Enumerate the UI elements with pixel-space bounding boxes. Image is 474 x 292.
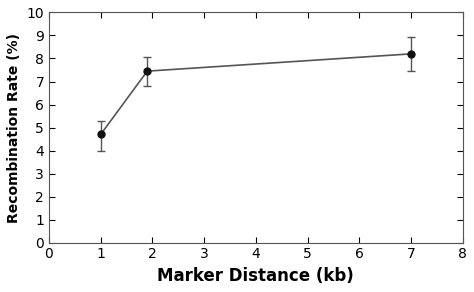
X-axis label: Marker Distance (kb): Marker Distance (kb)	[157, 267, 354, 285]
Y-axis label: Recombination Rate (%): Recombination Rate (%)	[7, 32, 21, 223]
